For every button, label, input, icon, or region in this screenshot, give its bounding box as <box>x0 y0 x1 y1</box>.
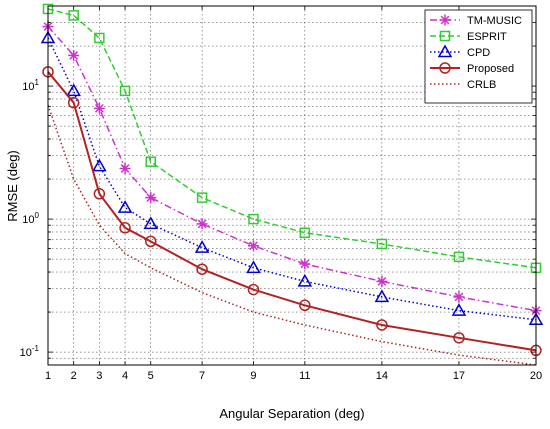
x-tick-label: 1 <box>45 370 51 382</box>
legend-entry-proposed: Proposed <box>430 62 514 75</box>
y-tick-label: 100 <box>22 211 39 226</box>
x-tick-label: 14 <box>376 370 388 382</box>
y-tick-label: 101 <box>22 78 39 93</box>
data-point-esprit <box>145 156 156 167</box>
x-tick-labels: 1 2 3 4 5 7 9 11 14 17 20 <box>45 370 542 382</box>
data-point-cpd <box>297 273 313 287</box>
x-tick-label: 4 <box>122 370 128 382</box>
data-point-proposed <box>119 222 131 234</box>
data-point-tm-music <box>299 258 311 270</box>
series-crlb <box>47 104 537 366</box>
asterisk-stroke <box>454 292 464 302</box>
asterisk-stroke <box>146 193 156 203</box>
series-line-esprit <box>47 8 537 269</box>
asterisk-stroke <box>120 164 130 173</box>
data-point-esprit <box>376 238 388 250</box>
series-layer <box>40 3 544 366</box>
series-line-crlb <box>47 104 537 366</box>
data-point-cpd <box>194 240 210 253</box>
data-point-esprit <box>94 32 105 44</box>
asterisk-stroke <box>440 15 450 25</box>
data-point-tm-music <box>247 240 259 252</box>
data-point-tm-music <box>145 192 157 204</box>
legend-label-crlb: CRLB <box>467 79 496 91</box>
legend-entry-esprit: ESPRIT <box>430 30 507 43</box>
x-tick-label: 2 <box>71 370 77 382</box>
asterisk-stroke <box>300 259 310 269</box>
legend-entry-cpd: CPD <box>430 44 490 59</box>
data-point-proposed <box>144 235 157 248</box>
data-point-esprit <box>196 192 208 203</box>
legend-marker-esprit <box>439 30 451 42</box>
legend-marker-cpd <box>437 44 453 58</box>
data-point-proposed <box>67 96 80 109</box>
asterisk-stroke <box>94 103 104 113</box>
data-point-proposed <box>453 332 465 344</box>
x-tick-label: 11 <box>299 370 310 382</box>
data-point-tm-music <box>453 291 465 303</box>
data-point-esprit <box>453 251 465 263</box>
data-point-esprit <box>248 213 259 225</box>
data-point-tm-music <box>93 102 105 114</box>
data-point-cpd <box>451 303 467 316</box>
data-point-esprit <box>68 10 79 21</box>
data-point-tm-music <box>119 163 131 175</box>
series-line-proposed <box>47 71 537 352</box>
data-point-cpd <box>246 260 261 274</box>
y-tick-label: 10-1 <box>20 344 40 359</box>
ticks <box>47 5 537 366</box>
x-tick-label: 3 <box>96 370 102 382</box>
data-point-cpd <box>66 83 81 97</box>
data-point-proposed <box>247 283 260 296</box>
series-esprit <box>42 3 542 274</box>
x-tick-label: 17 <box>453 370 465 382</box>
data-point-cpd <box>374 289 390 303</box>
x-axis-label: Angular Separation (deg) <box>219 406 364 421</box>
legend-label-tm-music: TM-MUSIC <box>467 15 522 27</box>
data-point-tm-music <box>196 218 208 230</box>
data-point-proposed <box>196 263 208 275</box>
data-point-cpd <box>143 216 159 230</box>
x-tick-label: 7 <box>199 370 205 382</box>
asterisk-stroke <box>197 219 207 229</box>
x-tick-label: 9 <box>250 370 256 382</box>
asterisk-stroke <box>377 277 387 286</box>
legend-label-cpd: CPD <box>467 47 490 59</box>
series-proposed <box>42 66 542 357</box>
data-point-tm-music <box>376 275 388 287</box>
legend-entry-crlb: CRLB <box>430 79 496 91</box>
y-axis-label: RMSE (deg) <box>5 150 20 222</box>
legend-label-esprit: ESPRIT <box>467 31 507 43</box>
legend-marker-tm-music <box>439 14 451 26</box>
data-point-proposed <box>376 319 388 331</box>
asterisk-stroke <box>249 241 258 251</box>
legend-marker-proposed <box>439 62 451 74</box>
plot-frame <box>47 5 537 366</box>
data-point-proposed <box>93 188 106 200</box>
series-line-tm-music <box>47 26 537 312</box>
data-point-esprit <box>299 227 311 238</box>
asterisk-stroke <box>69 51 79 60</box>
x-tick-label: 5 <box>148 370 154 382</box>
legend: TM-MUSIC ESPRIT CPD Proposed CRLB <box>424 9 533 104</box>
data-point-cpd <box>117 200 133 213</box>
x-tick-label: 20 <box>530 370 542 382</box>
y-tick-labels: 10-1 100 101 <box>20 78 40 359</box>
legend-label-proposed: Proposed <box>467 63 514 75</box>
data-point-cpd <box>92 158 107 172</box>
data-point-tm-music <box>68 49 80 61</box>
legend-entry-tm-music: TM-MUSIC <box>430 14 522 27</box>
data-point-esprit <box>119 85 131 97</box>
data-point-proposed <box>299 299 311 312</box>
